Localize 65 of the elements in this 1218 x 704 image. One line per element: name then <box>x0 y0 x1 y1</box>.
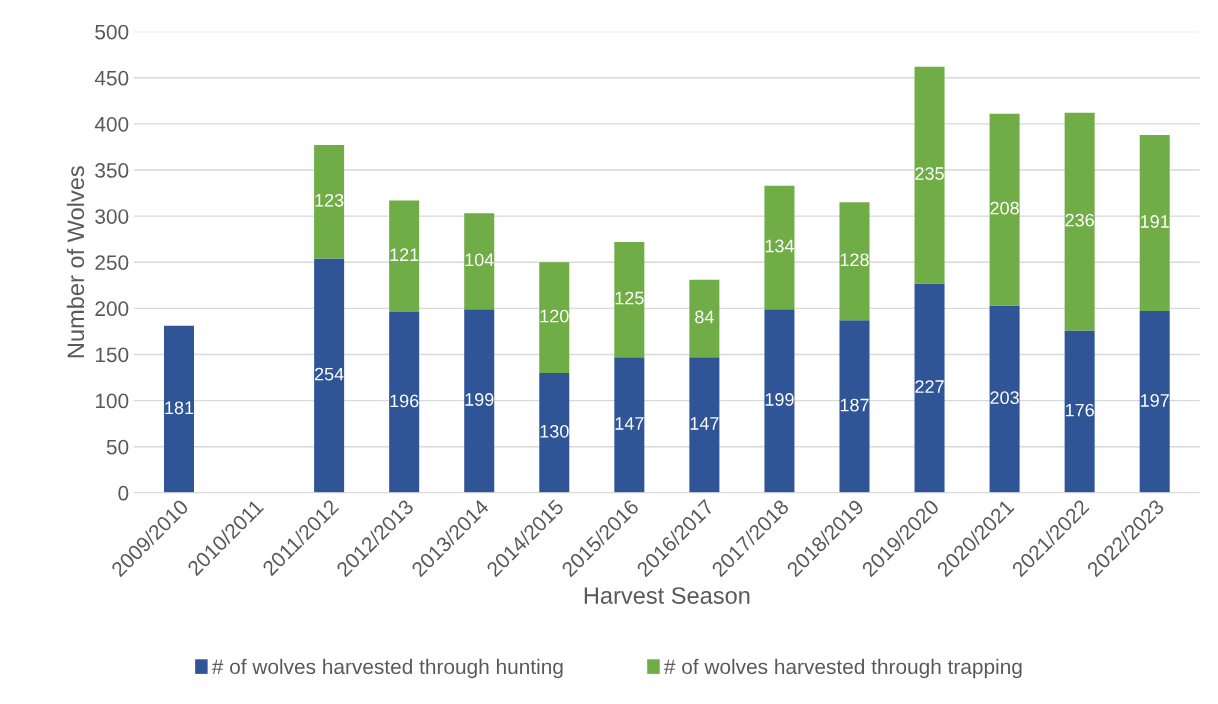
data-label: 227 <box>915 380 944 393</box>
data-label: 147 <box>615 417 644 430</box>
bar <box>1064 112 1095 331</box>
y-tick-label: 400 <box>94 116 129 132</box>
bar <box>314 145 345 259</box>
bar <box>389 200 420 313</box>
bar <box>314 258 345 493</box>
y-tick-label: 250 <box>95 255 129 270</box>
data-label: 197 <box>1141 394 1169 407</box>
data-label: 84 <box>695 310 714 324</box>
bar <box>464 213 495 310</box>
data-label: 236 <box>1065 213 1094 227</box>
data-label: 181 <box>165 401 194 415</box>
data-label: 120 <box>540 309 569 323</box>
bar <box>1139 134 1170 312</box>
data-label: 199 <box>765 393 794 406</box>
legend-label: # of wolves harvested through trapping <box>663 658 1022 679</box>
data-label: 208 <box>990 201 1019 215</box>
y-tick-label: 300 <box>95 209 129 224</box>
y-tick-label: 50 <box>106 439 129 455</box>
data-label: 235 <box>915 167 944 180</box>
data-label: 130 <box>540 424 569 438</box>
bar <box>689 279 720 358</box>
bar <box>989 113 1020 306</box>
bar <box>164 325 195 493</box>
legend-label: # of wolves harvested through hunting <box>211 658 563 679</box>
y-tick-label: 450 <box>94 70 129 86</box>
data-label: 121 <box>390 248 419 261</box>
y-tick-label: 150 <box>95 347 129 363</box>
bar <box>764 185 795 310</box>
x-axis-title: Harvest Season <box>584 587 750 604</box>
bar <box>839 320 870 493</box>
data-label: 254 <box>314 367 344 381</box>
y-tick-label: 100 <box>95 393 129 409</box>
bar <box>914 283 945 493</box>
bar <box>689 357 720 493</box>
y-tick-label: 350 <box>95 163 129 178</box>
data-label: 104 <box>465 253 494 267</box>
bar <box>1139 311 1170 493</box>
data-label: 196 <box>390 394 419 408</box>
data-label: 187 <box>840 398 869 412</box>
bar <box>539 372 570 493</box>
data-label: 134 <box>765 239 794 253</box>
bar <box>989 305 1020 493</box>
data-label: 203 <box>990 391 1019 405</box>
data-label: 176 <box>1065 403 1094 417</box>
y-tick-label: 0 <box>118 485 129 501</box>
bar <box>614 241 645 358</box>
data-label: 199 <box>465 393 494 406</box>
data-label: 191 <box>1141 215 1169 228</box>
y-tick-label: 500 <box>95 24 129 40</box>
bar <box>839 202 870 321</box>
bar <box>539 262 570 373</box>
data-label: 147 <box>690 417 719 430</box>
bar <box>914 66 945 284</box>
data-label: 123 <box>315 193 344 207</box>
bar <box>764 309 795 493</box>
data-label: 128 <box>840 253 869 267</box>
bar <box>389 312 420 493</box>
bar <box>1064 330 1095 493</box>
bar <box>464 309 495 493</box>
y-axis-title: Number of Wolves <box>66 166 85 358</box>
bar <box>614 357 645 493</box>
y-tick-label: 200 <box>95 301 129 317</box>
data-label: 125 <box>615 291 644 305</box>
